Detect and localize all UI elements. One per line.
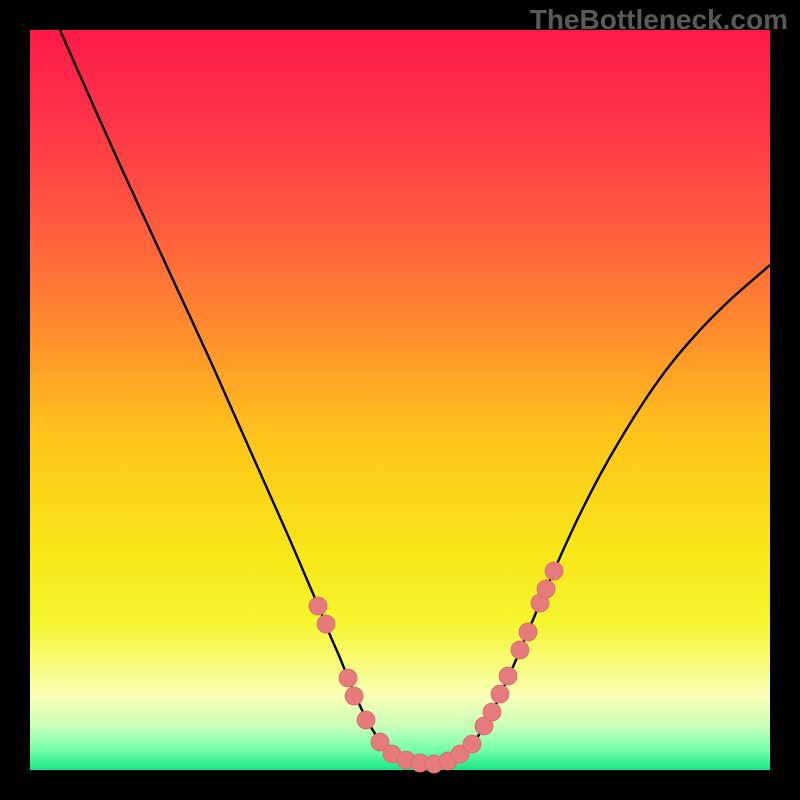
curve-marker <box>537 580 555 598</box>
curve-markers <box>309 562 563 773</box>
curve-marker <box>491 685 509 703</box>
curve-marker <box>511 641 529 659</box>
curve-marker <box>499 667 517 685</box>
curve-marker <box>339 669 357 687</box>
plot-area <box>30 30 770 770</box>
bottleneck-curve <box>30 30 770 770</box>
curve-marker <box>483 703 501 721</box>
curve-marker <box>345 687 363 705</box>
curve-marker <box>545 562 563 580</box>
curve-marker <box>309 597 327 615</box>
curve-marker <box>357 711 375 729</box>
curve-marker <box>317 615 335 633</box>
curve-path <box>60 30 770 765</box>
chart-frame: TheBottleneck.com <box>0 0 800 800</box>
curve-marker <box>519 623 537 641</box>
watermark-text: TheBottleneck.com <box>530 4 788 36</box>
curve-marker <box>463 735 481 753</box>
